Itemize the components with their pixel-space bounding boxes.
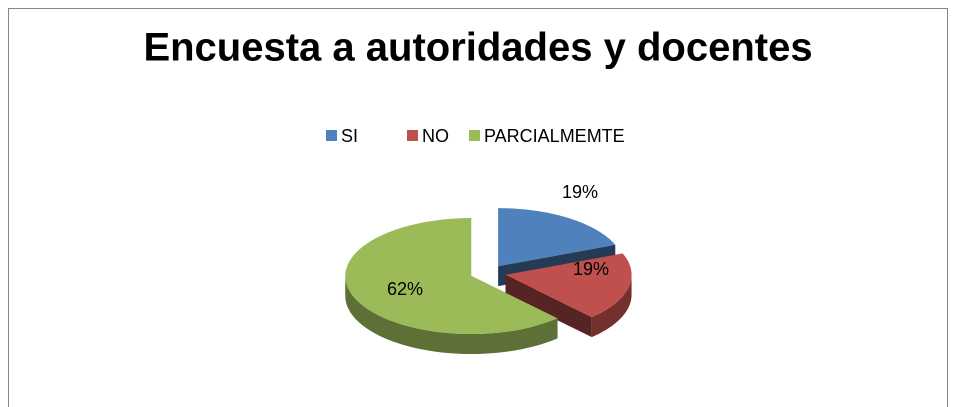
data-label: 62% (387, 279, 423, 299)
legend-swatch (326, 130, 337, 141)
chart-title: Encuesta a autoridades y docentes (143, 26, 812, 70)
legend-swatch (469, 130, 480, 141)
legend-label: NO (422, 126, 449, 146)
legend-label: SI (341, 126, 358, 146)
slice (498, 208, 616, 267)
slice-wall (591, 274, 632, 338)
legend-label: PARCIALMEMTE (484, 126, 625, 146)
slice-wall (345, 276, 558, 355)
data-label: 19% (573, 259, 609, 279)
slice-side (505, 274, 592, 338)
slice (505, 253, 632, 318)
slice (345, 218, 558, 335)
legend-swatch (407, 130, 418, 141)
data-label: 19% (562, 182, 598, 202)
